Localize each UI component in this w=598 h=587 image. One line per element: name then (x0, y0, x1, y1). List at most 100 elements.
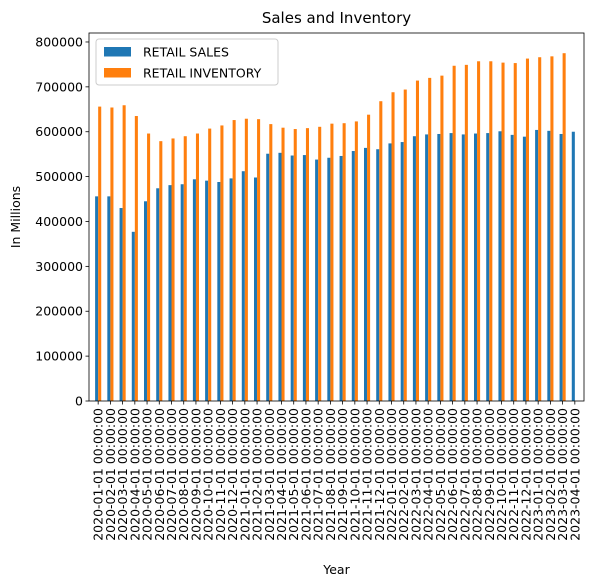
bar-retail-inventory (415, 80, 419, 401)
y-axis-label: In Millions (8, 186, 23, 248)
x-tick-label: 2020-01-01 00:00:00 (91, 408, 106, 541)
bar-retail-inventory (98, 106, 102, 401)
bar-retail-inventory (318, 126, 322, 402)
x-tick-label: 2022-11-01 00:00:00 (506, 408, 521, 541)
bar-retail-sales (535, 129, 539, 401)
y-tick-label: 800000 (35, 34, 83, 49)
x-tick-label: 2020-07-01 00:00:00 (164, 408, 179, 541)
bar-retail-inventory (208, 128, 212, 401)
bar-retail-inventory (489, 61, 493, 402)
bar-retail-sales (254, 177, 258, 401)
legend-swatch-retail-inventory (104, 68, 131, 78)
legend-label-retail-inventory: RETAIL INVENTORY (143, 66, 262, 81)
x-tick-label: 2022-07-01 00:00:00 (457, 408, 472, 541)
bar-retail-inventory (110, 107, 114, 401)
x-tick-label: 2021-08-01 00:00:00 (323, 408, 338, 541)
bar-retail-sales (498, 131, 502, 401)
bar-retail-sales (388, 143, 392, 401)
bar-retail-inventory (477, 61, 481, 402)
bar-retail-sales (364, 147, 368, 401)
bar-retail-inventory (220, 125, 224, 401)
legend: RETAIL SALES RETAIL INVENTORY (95, 38, 279, 86)
x-tick-label: 2022-08-01 00:00:00 (470, 408, 485, 541)
x-tick-label: 2020-10-01 00:00:00 (201, 408, 216, 541)
bar-retail-sales (474, 133, 478, 401)
bar-retail-sales (412, 136, 416, 401)
x-tick-label: 2020-03-01 00:00:00 (115, 408, 130, 541)
y-tick-label: 100000 (35, 349, 83, 364)
bar-retail-inventory (513, 63, 517, 401)
bar-retail-sales (156, 188, 160, 401)
bar-retail-sales (376, 149, 380, 401)
bar-retail-sales (510, 134, 514, 401)
bar-retail-inventory (550, 56, 554, 402)
bar-retail-sales (522, 136, 526, 402)
x-tick-label: 2022-03-01 00:00:00 (408, 408, 423, 541)
x-tick-label: 2020-12-01 00:00:00 (225, 408, 240, 541)
bar-retail-inventory (367, 114, 371, 402)
bar-retail-sales (144, 201, 148, 401)
bar-retail-inventory (379, 101, 383, 402)
plot-area-frame (88, 32, 585, 402)
bar-retail-sales (205, 180, 209, 401)
y-tick-label: 400000 (35, 214, 83, 229)
chart-title: Sales and Inventory (262, 9, 411, 27)
bar-retail-inventory (171, 138, 175, 401)
bar-retail-sales (217, 182, 221, 401)
y-axis: 0 100000 200000 300000 400000 500000 600000 700… (35, 34, 89, 409)
bar-retail-inventory (525, 58, 529, 401)
x-tick-label: 2022-04-01 00:00:00 (421, 408, 436, 541)
y-tick-label: 500000 (35, 169, 83, 184)
x-tick-label: 2020-04-01 00:00:00 (127, 408, 142, 541)
bar-retail-sales (461, 134, 465, 402)
bar-retail-sales (449, 133, 453, 401)
bar-retail-sales (559, 133, 563, 402)
bar-retail-inventory (232, 120, 236, 401)
bar-retail-sales (241, 171, 245, 401)
bar-retail-inventory (440, 75, 444, 401)
x-tick-label: 2020-02-01 00:00:00 (103, 408, 118, 541)
bar-retail-inventory (134, 116, 138, 402)
x-tick-label: 2021-03-01 00:00:00 (262, 408, 277, 541)
bar-retail-sales (131, 231, 135, 401)
x-tick-label: 2023-03-01 00:00:00 (555, 408, 570, 541)
bar-retail-sales (302, 155, 306, 401)
x-tick-label: 2021-02-01 00:00:00 (250, 408, 265, 541)
x-tick-label: 2021-06-01 00:00:00 (298, 408, 313, 541)
x-tick-label: 2021-09-01 00:00:00 (335, 408, 350, 541)
x-tick-label: 2022-01-01 00:00:00 (384, 408, 399, 541)
bar-retail-sales (486, 133, 490, 401)
x-tick-label: 2020-11-01 00:00:00 (213, 408, 228, 541)
bar-retail-inventory (452, 65, 456, 401)
bar-retail-inventory (538, 57, 542, 401)
legend-box (95, 38, 279, 86)
bar-retail-inventory (330, 123, 334, 402)
x-tick-label: 2020-06-01 00:00:00 (152, 408, 167, 541)
x-axis-label: Year (322, 562, 350, 577)
bar-retail-inventory (464, 64, 468, 402)
bar-retail-inventory (159, 141, 163, 401)
bar-retail-sales (278, 152, 282, 401)
bar-retail-inventory (257, 119, 261, 402)
bar-retail-inventory (122, 105, 126, 401)
y-tick-label: 700000 (35, 79, 83, 94)
bar-retail-sales (547, 130, 551, 401)
bar-retail-sales (119, 208, 123, 401)
bar-retail-sales (400, 142, 404, 402)
x-tick-label: 2020-05-01 00:00:00 (140, 408, 155, 541)
bar-retail-inventory (183, 136, 187, 401)
x-tick-label: 2020-08-01 00:00:00 (176, 408, 191, 541)
bar-retail-inventory (501, 62, 505, 402)
bar-retail-sales (180, 184, 184, 401)
bar-retail-inventory (354, 121, 358, 401)
bar-retail-inventory (342, 123, 346, 401)
x-tick-label: 2021-05-01 00:00:00 (286, 408, 301, 541)
bar-retail-inventory (244, 118, 248, 401)
legend-swatch-retail-sales (104, 47, 131, 57)
bar-retail-inventory (293, 129, 297, 402)
x-tick-label: 2023-02-01 00:00:00 (543, 408, 558, 541)
bar-retail-inventory (403, 89, 407, 402)
bar-retail-sales (107, 196, 111, 401)
y-tick-label: 600000 (35, 124, 83, 139)
